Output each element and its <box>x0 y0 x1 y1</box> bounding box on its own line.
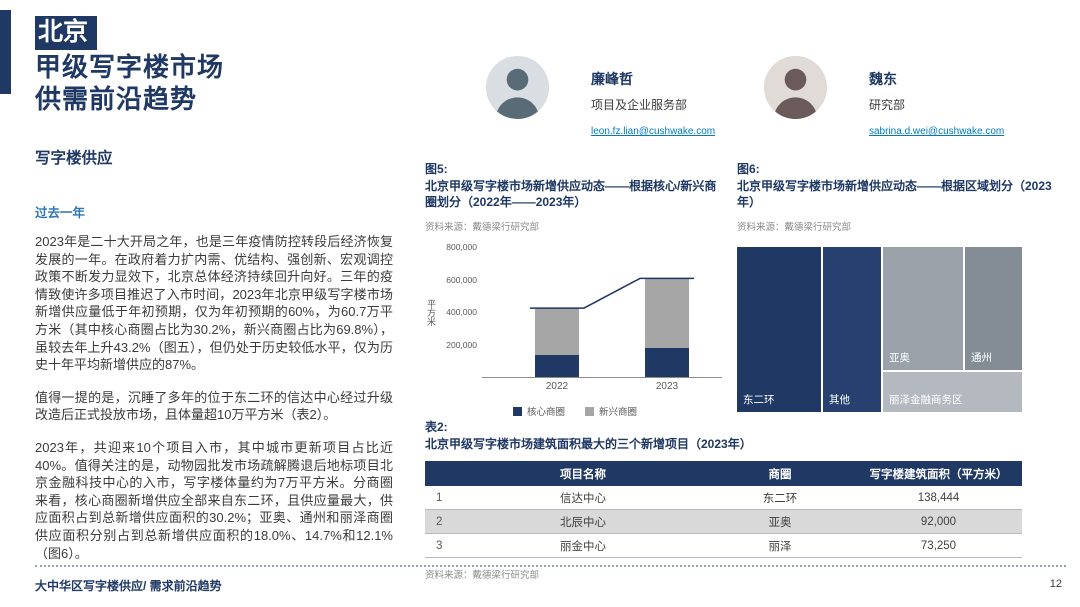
table-row-2: 2 北辰中心 亚奥 92,000 <box>425 510 1022 535</box>
table2-block: 表2: 北京甲级写字楼市场建筑面积最大的三个新增项目（2023年） 项目名称 商… <box>425 418 1022 581</box>
bar-segment-new <box>645 278 689 348</box>
y-tick: 400,000 <box>446 307 477 318</box>
row-number: 1 <box>436 491 443 504</box>
treemap-label: 丽泽金融商务区 <box>889 394 963 407</box>
footer-title: 大中华区写字楼供应/ 需求前沿趋势 <box>35 579 222 593</box>
subsection-heading: 过去一年 <box>35 206 86 220</box>
y-tick: 600,000 <box>446 274 477 285</box>
contact-card-2: 魏东 研究部 sabrina.d.wei@cushwake.com <box>764 56 1004 139</box>
treemap-chart: 东二环 其他 亚奥 通州 丽泽金融商务区 <box>737 247 1022 413</box>
dotted-divider <box>35 565 1066 567</box>
figure5-block: 图5: 北京甲级写字楼市场新增供应动态——根据核心/新兴商圈划分（2022年——… <box>425 160 725 418</box>
legend-label-core: 核心商圈 <box>526 407 565 419</box>
header-area: 写字楼建筑面积（平方米） <box>869 468 1008 481</box>
x-category-label-2023: 2023 <box>655 381 679 393</box>
plot-area: 2022 2023 <box>482 247 722 392</box>
figure6-block: 图6: 北京甲级写字楼市场新增供应动态——根据区域划分（2023年） 资料来源：… <box>737 160 1067 413</box>
x-category-label-2022: 2022 <box>545 381 569 393</box>
figure5-title: 北京甲级写字楼市场新增供应动态——根据核心/新兴商圈划分（2022年——2023… <box>425 179 717 210</box>
title-line-3: 供需前沿趋势 <box>35 84 198 115</box>
title-highlight: 北京 <box>35 16 98 50</box>
left-accent-bar <box>0 10 11 94</box>
body-column: 过去一年 2023年是二十大开局之年，也是三年疫情防控转段后经济恢复发展的一年。… <box>35 202 393 577</box>
page-title: 北京 甲级写字楼市场 供需前沿趋势 <box>35 16 224 114</box>
y-axis-ticks: 800,000 600,000 400,000 200,000 <box>438 242 482 377</box>
table-row-3: 3 丽金中心 丽泽 73,250 <box>425 534 1022 559</box>
figure5-label: 图5: <box>425 162 448 176</box>
contact-photo-1 <box>486 56 549 119</box>
bar-segment-core <box>645 347 689 378</box>
trend-line <box>530 278 694 310</box>
contact-card-1: 廉峰哲 项目及企业服务部 leon.fz.lian@cushwake.com <box>486 56 715 139</box>
cell-district: 东二环 <box>762 492 798 505</box>
cell-area: 138,444 <box>917 491 960 504</box>
contact-name: 魏东 <box>869 71 897 87</box>
stacked-bar-chart: 平方米 800,000 600,000 400,000 200,000 <box>425 242 725 392</box>
header-district: 商圈 <box>768 468 792 481</box>
legend-swatch-new <box>585 406 594 416</box>
treemap-label: 通州 <box>971 352 992 365</box>
contact-info: 魏东 研究部 sabrina.d.wei@cushwake.com <box>869 56 1004 139</box>
cell-project: 北辰中心 <box>560 516 606 529</box>
header-project: 项目名称 <box>560 468 606 481</box>
contact-dept: 项目及企业服务部 <box>591 98 688 112</box>
bar-2023 <box>645 278 689 378</box>
legend-item-core: 核心商圈 <box>512 404 565 419</box>
legend-label-new: 新兴商圈 <box>599 407 638 419</box>
title-line-2: 甲级写字楼市场 <box>35 52 225 82</box>
table-header-row: 项目名称 商圈 写字楼建筑面积（平方米） <box>425 461 1022 487</box>
contact-email-link[interactable]: sabrina.d.wei@cushwake.com <box>869 126 1005 137</box>
y-tick: 800,000 <box>446 242 477 253</box>
contact-dept: 研究部 <box>869 98 906 112</box>
cell-district: 丽泽 <box>768 540 792 553</box>
contact-info: 廉峰哲 项目及企业服务部 leon.fz.lian@cushwake.com <box>591 56 715 139</box>
cell-project: 信达中心 <box>560 492 606 505</box>
contact-photo-2 <box>764 56 827 119</box>
row-number: 3 <box>436 539 443 552</box>
cell-project: 丽金中心 <box>560 540 606 553</box>
treemap-label: 亚奥 <box>889 352 910 365</box>
contact-name: 廉峰哲 <box>591 71 633 87</box>
treemap-block-tongzhou: 通州 <box>965 247 1022 371</box>
bar-segment-core <box>535 354 579 378</box>
legend-swatch-core <box>512 406 522 416</box>
body-paragraph-1: 2023年是二十大开局之年，也是三年疫情防控转段后经济恢复发展的一年。在政府着力… <box>35 234 393 373</box>
body-paragraph-2: 值得一提的是，沉睡了多年的位于东二环的信达中心经过升级改造后正式投放市场，且体量… <box>35 389 393 423</box>
contact-email-link[interactable]: leon.fz.lian@cushwake.com <box>591 126 716 137</box>
person-silhouette-icon <box>486 56 549 119</box>
figure6-title: 北京甲级写字楼市场新增供应动态——根据区域划分（2023年） <box>737 179 1052 210</box>
page-number: 12 <box>1049 578 1062 590</box>
treemap-block-qita: 其他 <box>823 247 881 413</box>
cell-area: 73,250 <box>920 539 957 552</box>
treemap-block-lize: 丽泽金融商务区 <box>883 372 1022 413</box>
bar-2022 <box>535 308 579 378</box>
row-number: 2 <box>436 515 443 528</box>
treemap-label: 东二环 <box>743 394 775 407</box>
body-paragraph-3: 2023年，共迎来10个项目入市，其中城市更新项目占比近40%。值得关注的是，动… <box>35 439 393 561</box>
y-tick: 200,000 <box>446 339 477 350</box>
figure6-label: 图6: <box>737 162 760 176</box>
treemap-label: 其他 <box>829 394 850 407</box>
legend-item-new: 新兴商圈 <box>585 404 637 418</box>
table2-label: 表2: <box>425 420 448 434</box>
chart-legend: 核心商圈 新兴商圈 <box>425 404 725 418</box>
table2-title: 北京甲级写字楼市场建筑面积最大的三个新增项目（2023年） <box>425 437 752 451</box>
cell-area: 92,000 <box>920 515 957 528</box>
section-heading: 写字楼供应 <box>35 150 113 167</box>
treemap-block-dongerhuan: 东二环 <box>737 247 821 413</box>
cell-district: 亚奥 <box>768 516 792 529</box>
table2-source: 资料来源：戴德梁行研究部 <box>425 570 540 582</box>
figure6-source: 资料来源：戴德梁行研究部 <box>737 222 852 234</box>
figure5-source: 资料来源：戴德梁行研究部 <box>425 222 540 234</box>
table-row-1: 1 信达中心 东二环 138,444 <box>425 486 1022 511</box>
bar-segment-new <box>535 308 579 355</box>
y-axis-title: 平方米 <box>426 298 436 326</box>
data-table: 项目名称 商圈 写字楼建筑面积（平方米） 1 信达中心 东二环 138,444 … <box>425 461 1022 559</box>
treemap-block-yaao: 亚奥 <box>883 247 963 371</box>
person-silhouette-icon <box>764 56 827 119</box>
